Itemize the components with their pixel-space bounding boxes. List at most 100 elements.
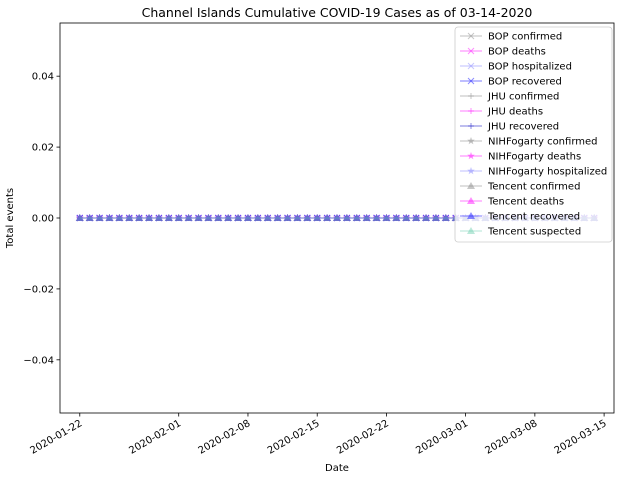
data-point — [402, 214, 410, 222]
data-point — [165, 214, 173, 222]
data-point — [362, 214, 371, 222]
data-point — [343, 214, 351, 222]
data-point — [442, 214, 450, 222]
data-point — [195, 214, 202, 222]
y-tick-label: 0.00 — [32, 214, 54, 225]
data-point — [86, 214, 94, 222]
data-point — [432, 214, 440, 222]
data-point — [145, 214, 153, 222]
data-point — [224, 214, 232, 222]
data-point — [284, 215, 291, 221]
legend-marker — [467, 167, 475, 175]
data-point — [442, 214, 450, 222]
data-point — [85, 214, 94, 222]
legend-label: BOP hospitalized — [488, 62, 572, 73]
data-point — [85, 214, 94, 221]
data-point — [96, 214, 103, 222]
data-point — [234, 214, 242, 222]
legend-label: NIHFogarty confirmed — [488, 137, 598, 148]
data-point — [303, 214, 312, 222]
data-point — [96, 215, 103, 221]
data-point — [145, 214, 153, 222]
data-point — [303, 214, 311, 222]
data-point — [135, 214, 144, 221]
data-point — [105, 214, 114, 222]
legend-marker — [468, 123, 474, 129]
data-point — [204, 214, 213, 221]
data-point — [352, 214, 361, 222]
data-point — [274, 215, 281, 221]
data-point — [125, 214, 133, 222]
data-point — [382, 214, 391, 222]
data-point — [116, 214, 123, 222]
data-point — [155, 215, 162, 221]
data-point — [313, 214, 321, 222]
data-point — [393, 215, 400, 221]
data-point — [205, 215, 212, 221]
data-point — [154, 214, 163, 221]
legend-entry: BOP recovered — [460, 77, 562, 88]
data-point — [363, 215, 370, 221]
data-point — [323, 214, 331, 222]
data-point — [225, 215, 232, 221]
data-point — [383, 215, 390, 221]
x-tick-label: 2020-02-08 — [197, 418, 253, 457]
data-point — [342, 214, 351, 221]
data-point — [294, 215, 301, 221]
data-point — [333, 214, 341, 221]
data-point — [412, 214, 421, 221]
data-point — [304, 215, 311, 221]
data-point — [284, 214, 291, 222]
data-point — [422, 214, 430, 222]
legend-entry: NIHFogarty deaths — [460, 152, 581, 163]
data-point — [185, 214, 192, 222]
data-point — [204, 214, 213, 222]
data-point — [294, 214, 301, 222]
data-point — [115, 214, 124, 222]
data-point — [214, 214, 223, 222]
data-point — [125, 214, 134, 221]
data-point — [175, 214, 183, 222]
data-point — [95, 214, 104, 222]
data-point — [164, 214, 173, 221]
x-axis-label: Date — [325, 463, 349, 474]
data-point — [155, 214, 163, 222]
legend-label: Tencent recovered — [487, 212, 580, 223]
data-point — [224, 214, 233, 221]
data-point — [215, 215, 222, 221]
data-point — [76, 215, 83, 221]
data-point — [106, 214, 113, 222]
data-point — [323, 214, 332, 221]
data-point — [284, 215, 291, 221]
data-point — [333, 214, 341, 221]
data-point — [363, 215, 370, 221]
data-point — [194, 214, 203, 222]
data-point — [313, 214, 322, 222]
data-point — [333, 214, 341, 222]
data-point — [273, 214, 282, 221]
data-point — [135, 214, 144, 221]
data-point — [293, 214, 302, 222]
data-point — [264, 215, 271, 221]
legend-label: Tencent suspected — [487, 227, 581, 238]
data-point — [263, 214, 272, 221]
data-point — [392, 214, 401, 221]
data-point — [393, 214, 400, 222]
data-point — [382, 214, 391, 222]
data-point — [422, 214, 430, 222]
data-point — [323, 214, 331, 222]
data-point — [382, 214, 391, 221]
data-point — [264, 214, 272, 222]
data-point — [116, 214, 123, 222]
data-point — [234, 214, 243, 221]
data-point — [214, 214, 223, 221]
data-point — [185, 215, 192, 221]
data-point — [263, 214, 272, 221]
data-point — [313, 214, 321, 222]
data-point — [403, 215, 410, 221]
data-point — [254, 215, 261, 221]
data-point — [343, 214, 351, 222]
data-point — [432, 214, 440, 222]
data-point — [224, 214, 233, 221]
data-point — [126, 215, 133, 221]
